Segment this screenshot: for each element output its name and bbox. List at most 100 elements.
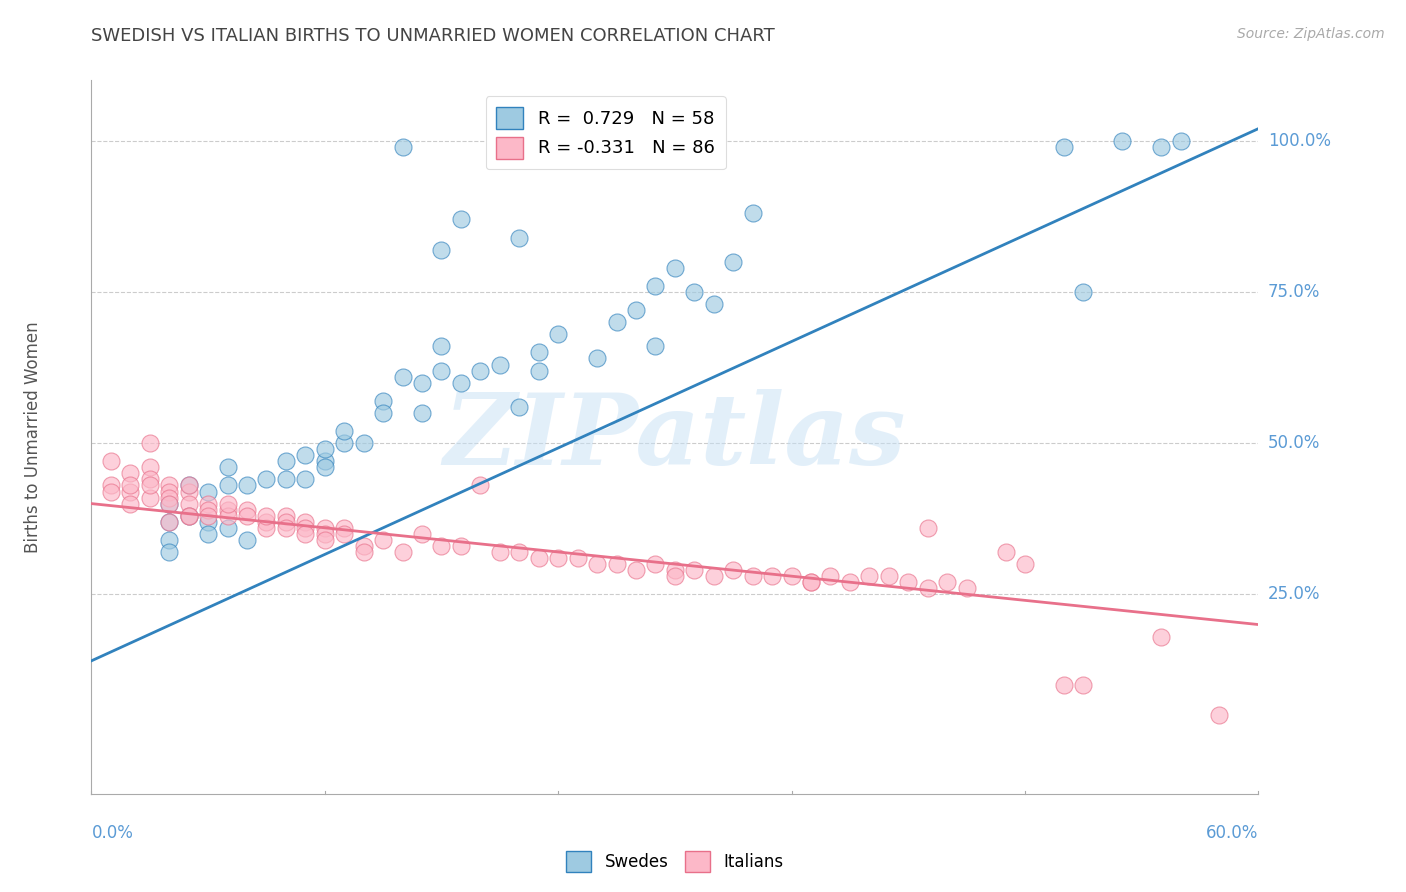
Point [956, 581, 979, 595]
Point [197, 497, 219, 511]
Point [157, 515, 180, 529]
Point [644, 339, 666, 353]
Point [917, 521, 939, 535]
Point [800, 575, 823, 590]
Point [177, 484, 200, 499]
Point [294, 521, 316, 535]
Point [353, 436, 375, 450]
Text: 100.0%: 100.0% [1268, 132, 1331, 150]
Point [547, 551, 569, 566]
Point [605, 557, 627, 571]
Point [274, 515, 297, 529]
Point [157, 515, 180, 529]
Point [177, 508, 200, 523]
Point [917, 581, 939, 595]
Point [1073, 678, 1095, 692]
Point [256, 521, 278, 535]
Point [157, 545, 180, 559]
Point [994, 545, 1017, 559]
Point [120, 478, 142, 492]
Text: SWEDISH VS ITALIAN BIRTHS TO UNMARRIED WOMEN CORRELATION CHART: SWEDISH VS ITALIAN BIRTHS TO UNMARRIED W… [91, 27, 775, 45]
Point [157, 497, 180, 511]
Point [527, 345, 550, 359]
Point [314, 454, 336, 468]
Point [256, 515, 278, 529]
Point [294, 515, 316, 529]
Point [877, 569, 900, 583]
Point [1053, 678, 1076, 692]
Point [644, 279, 666, 293]
Point [489, 545, 512, 559]
Point [430, 243, 453, 257]
Point [138, 472, 162, 486]
Point [1014, 557, 1036, 571]
Point [411, 406, 433, 420]
Point [100, 484, 122, 499]
Point [120, 497, 142, 511]
Text: 0.0%: 0.0% [91, 824, 134, 842]
Point [197, 508, 219, 523]
Point [450, 376, 472, 390]
Point [100, 478, 122, 492]
Point [683, 563, 706, 577]
Point [274, 472, 297, 486]
Point [508, 400, 530, 414]
Point [236, 478, 259, 492]
Point [371, 406, 394, 420]
Text: Source: ZipAtlas.com: Source: ZipAtlas.com [1237, 27, 1385, 41]
Point [411, 526, 433, 541]
Text: 75.0%: 75.0% [1268, 283, 1320, 301]
Point [256, 472, 278, 486]
Point [157, 497, 180, 511]
Point [858, 569, 880, 583]
Point [780, 569, 803, 583]
Point [567, 551, 589, 566]
Point [1150, 630, 1173, 644]
Point [314, 533, 336, 547]
Point [820, 569, 842, 583]
Point [741, 569, 763, 583]
Legend: Swedes, Italians: Swedes, Italians [560, 845, 790, 879]
Point [138, 436, 162, 450]
Point [430, 363, 453, 377]
Point [624, 303, 647, 318]
Point [1150, 140, 1173, 154]
Point [683, 285, 706, 299]
Point [761, 569, 783, 583]
Text: 25.0%: 25.0% [1268, 585, 1320, 603]
Point [723, 254, 745, 268]
Point [508, 230, 530, 244]
Point [236, 502, 259, 516]
Point [586, 351, 609, 366]
Point [470, 363, 492, 377]
Point [723, 563, 745, 577]
Point [217, 497, 239, 511]
Point [1053, 140, 1076, 154]
Point [294, 448, 316, 462]
Point [450, 539, 472, 553]
Point [371, 533, 394, 547]
Point [527, 363, 550, 377]
Point [100, 454, 122, 468]
Point [217, 460, 239, 475]
Point [274, 508, 297, 523]
Point [294, 472, 316, 486]
Text: 50.0%: 50.0% [1268, 434, 1320, 452]
Point [1208, 708, 1230, 723]
Point [157, 491, 180, 505]
Point [314, 460, 336, 475]
Point [177, 478, 200, 492]
Point [314, 526, 336, 541]
Point [157, 478, 180, 492]
Point [333, 526, 356, 541]
Point [897, 575, 920, 590]
Text: Births to Unmarried Women: Births to Unmarried Women [24, 321, 42, 553]
Point [391, 369, 413, 384]
Point [1111, 134, 1133, 148]
Point [314, 442, 336, 457]
Point [236, 508, 259, 523]
Point [353, 539, 375, 553]
Point [624, 563, 647, 577]
Point [371, 393, 394, 408]
Point [489, 358, 512, 372]
